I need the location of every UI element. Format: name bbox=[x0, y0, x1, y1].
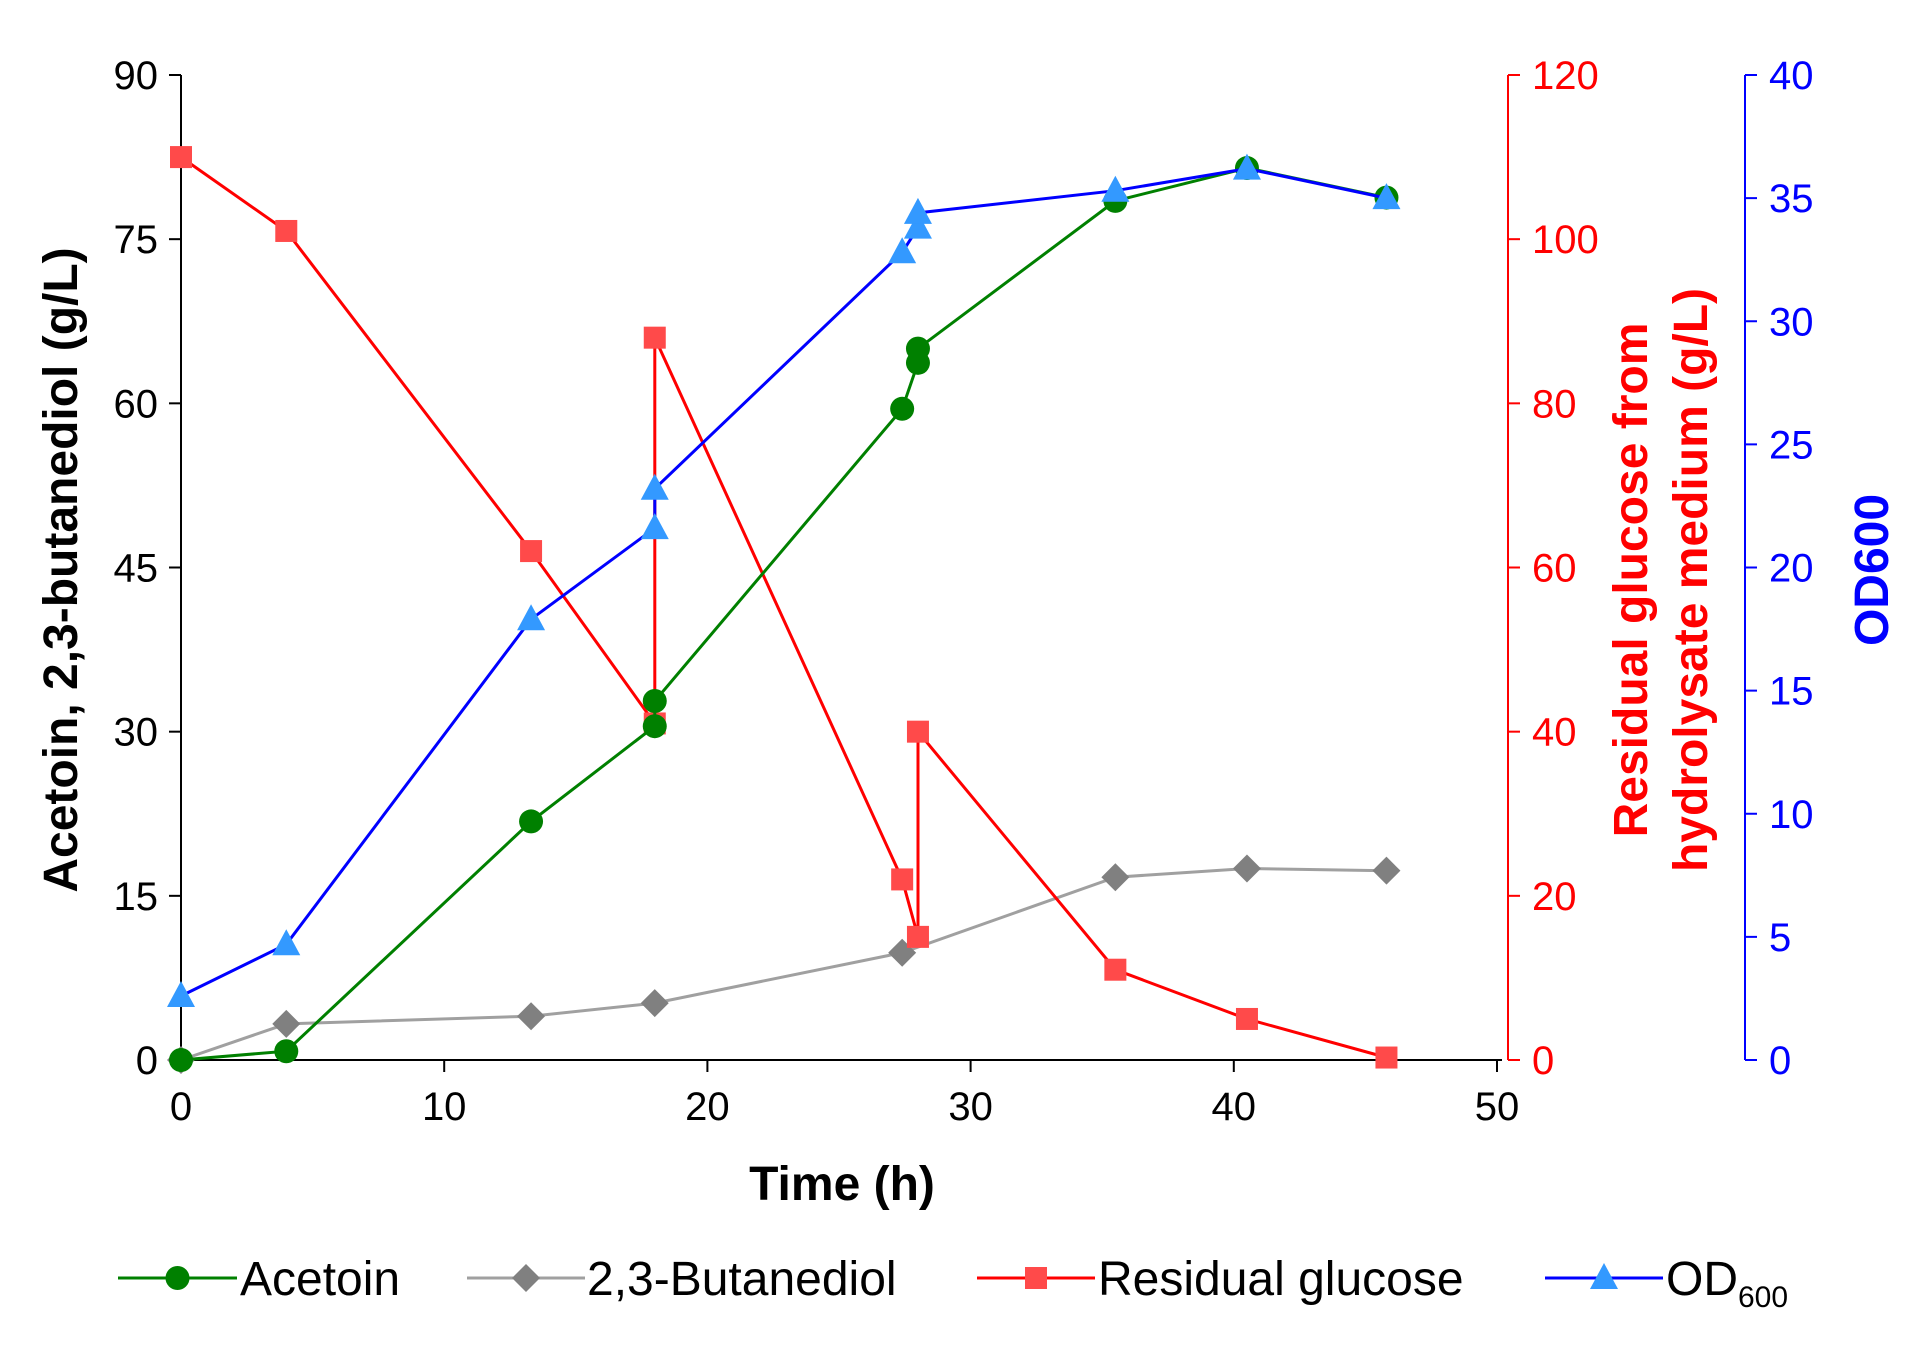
data-point bbox=[274, 1039, 299, 1064]
left-tick-label: 15 bbox=[114, 875, 159, 919]
data-point bbox=[642, 689, 667, 714]
legend-marker bbox=[512, 1264, 540, 1292]
series-residual-glucose bbox=[170, 146, 1398, 1069]
legend-label: 2,3-Butanediol bbox=[587, 1253, 897, 1306]
x-tick-label: 30 bbox=[948, 1085, 993, 1129]
left-tick-label: 0 bbox=[136, 1039, 158, 1083]
data-point bbox=[517, 1002, 546, 1031]
left-tick-label: 75 bbox=[114, 218, 159, 262]
series-acetoin bbox=[169, 156, 1399, 1072]
data-point bbox=[906, 720, 929, 743]
od-tick-label: 40 bbox=[1769, 54, 1814, 98]
data-point bbox=[891, 868, 914, 891]
data-point bbox=[890, 396, 915, 421]
right-od-axis: 0 5 10 15 20 25 30 35 40 OD600 bbox=[1744, 54, 1899, 1083]
left-tick-label: 90 bbox=[114, 54, 159, 98]
x-tick-label: 50 bbox=[1475, 1085, 1520, 1129]
data-point bbox=[1372, 183, 1401, 210]
x-tick-label: 20 bbox=[685, 1085, 730, 1129]
data-point bbox=[906, 925, 929, 948]
data-point bbox=[888, 237, 917, 264]
legend-item-2-3-butanediol: 2,3-Butanediol bbox=[467, 1253, 897, 1306]
data-point bbox=[519, 809, 544, 834]
legend-label: Acetoin bbox=[240, 1253, 400, 1306]
glucose-tick-label: 120 bbox=[1532, 54, 1599, 98]
od-tick-label: 30 bbox=[1769, 300, 1814, 344]
x-axis-title: Time (h) bbox=[749, 1158, 935, 1211]
legend-item-residual-glucose: Residual glucose bbox=[977, 1253, 1464, 1306]
glucose-axis-title-line2: hydrolysate medium (g/L) bbox=[1665, 288, 1718, 872]
series-line bbox=[180, 166, 1387, 1062]
data-point bbox=[1101, 863, 1130, 892]
series-line bbox=[180, 155, 1387, 1059]
x-axis: 0 10 20 30 40 50 Time (h) bbox=[170, 1059, 1519, 1211]
data-point bbox=[517, 604, 546, 631]
od-tick-label: 5 bbox=[1769, 916, 1791, 960]
legend: Acetoin 2,3-Butanediol Residual glucose OD6… bbox=[118, 1253, 1788, 1314]
x-tick-label: 0 bbox=[170, 1085, 192, 1129]
glucose-ticks: 0 20 40 60 80 100 120 bbox=[1508, 54, 1599, 1083]
legend-item-acetoin: Acetoin bbox=[118, 1253, 400, 1306]
series-line bbox=[180, 866, 1387, 1062]
glucose-tick-label: 100 bbox=[1532, 218, 1599, 262]
left-y-axis: 0 15 30 45 60 75 90 Acetoin, 2,3-butanediol (g… bbox=[35, 54, 182, 1083]
data-point bbox=[167, 980, 195, 1007]
series-2-3-butanediol bbox=[167, 854, 1401, 1074]
od-tick-label: 20 bbox=[1769, 547, 1814, 591]
data-point bbox=[272, 1009, 301, 1038]
left-tick-label: 45 bbox=[114, 547, 159, 591]
data-point bbox=[1232, 153, 1261, 180]
data-point bbox=[640, 513, 669, 540]
legend-label: OD600 bbox=[1666, 1253, 1788, 1314]
series-od bbox=[167, 153, 1401, 1007]
legend-label: Residual glucose bbox=[1098, 1253, 1464, 1306]
x-tick-label: 10 bbox=[422, 1085, 467, 1129]
data-point bbox=[275, 219, 298, 242]
od-ticks: 0 5 10 15 20 25 30 35 40 bbox=[1745, 54, 1814, 1083]
data-point bbox=[169, 1048, 193, 1072]
legend-marker bbox=[1590, 1263, 1618, 1289]
x-tick-label: 40 bbox=[1212, 1085, 1257, 1129]
glucose-tick-label: 20 bbox=[1532, 875, 1577, 919]
data-point bbox=[170, 146, 192, 169]
data-point bbox=[272, 929, 301, 956]
data-point bbox=[1372, 856, 1401, 885]
left-axis-title: Acetoin, 2,3-butanediol (g/L) bbox=[35, 247, 88, 892]
x-ticks: 0 10 20 30 40 50 bbox=[170, 1060, 1519, 1129]
left-tick-label: 60 bbox=[114, 382, 159, 426]
left-ticks: 0 15 30 45 60 75 90 bbox=[114, 54, 181, 1083]
legend-item-od: OD600 bbox=[1545, 1253, 1788, 1314]
glucose-tick-label: 80 bbox=[1532, 382, 1577, 426]
data-point bbox=[905, 336, 930, 361]
data-point bbox=[1101, 175, 1130, 202]
legend-marker bbox=[165, 1266, 190, 1290]
data-point bbox=[1104, 958, 1127, 981]
right-glucose-axis: 0 20 40 60 80 100 120 Residual glucose from hy… bbox=[1507, 54, 1718, 1083]
data-point bbox=[903, 197, 932, 224]
left-tick-label: 30 bbox=[114, 711, 159, 755]
data-point bbox=[642, 714, 667, 739]
od-tick-label: 15 bbox=[1769, 670, 1814, 714]
data-point bbox=[643, 326, 666, 349]
od-axis-title: OD600 bbox=[1846, 494, 1899, 646]
data-point bbox=[903, 212, 932, 239]
data-point bbox=[520, 540, 543, 563]
data-point bbox=[640, 989, 669, 1018]
glucose-tick-label: 40 bbox=[1532, 711, 1577, 755]
glucose-axis-title-line1: Residual glucose from bbox=[1605, 323, 1658, 838]
data-point bbox=[640, 473, 669, 500]
od-tick-label: 25 bbox=[1769, 423, 1814, 467]
od-tick-label: 10 bbox=[1769, 793, 1814, 837]
glucose-tick-label: 60 bbox=[1532, 547, 1577, 591]
glucose-tick-label: 0 bbox=[1532, 1039, 1554, 1083]
plot-area bbox=[167, 146, 1401, 1074]
data-point bbox=[1232, 854, 1261, 883]
data-point bbox=[1235, 1007, 1258, 1030]
od-tick-label: 35 bbox=[1769, 177, 1814, 221]
legend-marker bbox=[1025, 1267, 1047, 1289]
data-point bbox=[1375, 1046, 1398, 1069]
od-tick-label: 0 bbox=[1769, 1039, 1791, 1083]
